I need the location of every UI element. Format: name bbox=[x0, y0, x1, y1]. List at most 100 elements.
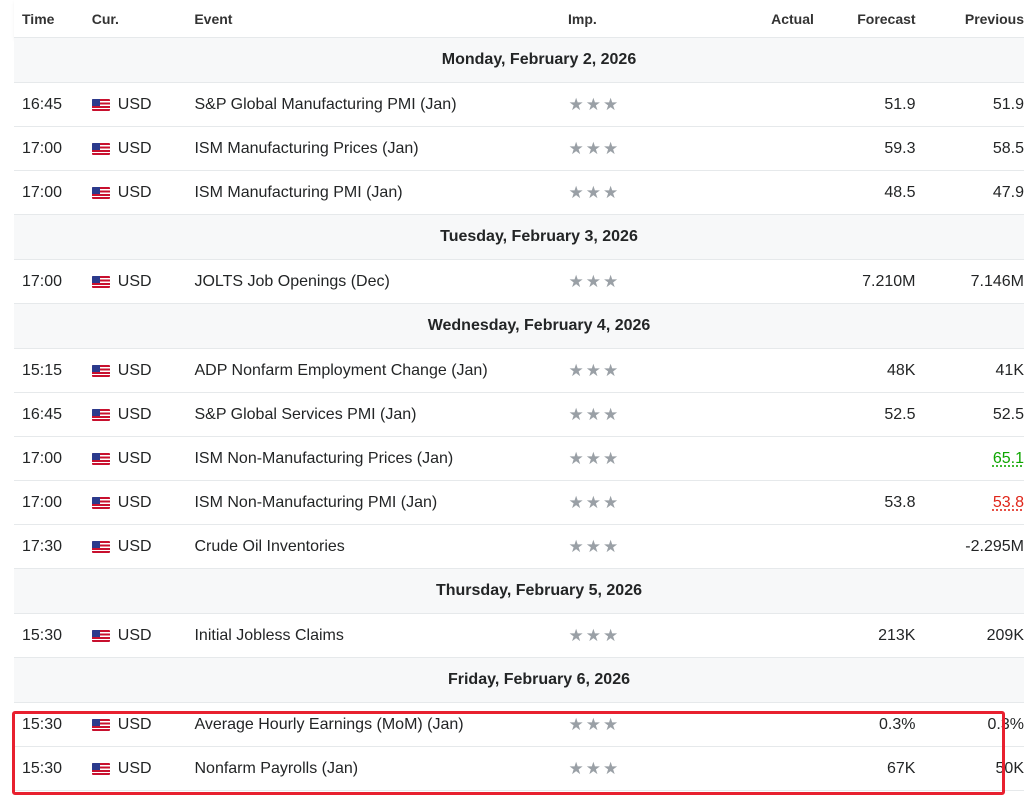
header-actual[interactable]: Actual bbox=[771, 10, 814, 27]
star-icon: ★ bbox=[603, 405, 619, 424]
header-currency[interactable]: Cur. bbox=[91, 10, 119, 27]
importance-stars: ★ ★ ★ bbox=[569, 96, 662, 113]
us-flag-icon bbox=[91, 540, 110, 553]
table-row[interactable]: 17:00 USD ISM Non-Manufacturing PMI (Jan) ★… bbox=[14, 481, 1024, 525]
us-flag-icon bbox=[91, 142, 110, 155]
previous-value[interactable]: 53.8 bbox=[992, 493, 1024, 511]
event-name[interactable]: Initial Jobless Claims bbox=[194, 626, 344, 644]
table-row[interactable]: 15:30 USD Average Hourly Earnings (MoM) (J… bbox=[14, 703, 1024, 747]
star-icon: ★ bbox=[603, 95, 619, 114]
importance-stars: ★ ★ ★ bbox=[569, 760, 662, 777]
event-previous: 209K bbox=[915, 627, 1024, 645]
header-forecast[interactable]: Forecast bbox=[857, 10, 916, 27]
date-row: Friday, February 6, 2026 bbox=[14, 658, 1024, 703]
table-row[interactable]: 17:30 USD Crude Oil Inventories ★ ★ ★ -2.295M bbox=[14, 525, 1024, 569]
star-icon: ★ bbox=[603, 361, 619, 380]
previous-value: 209K bbox=[986, 626, 1024, 644]
event-name[interactable]: ISM Non-Manufacturing PMI (Jan) bbox=[194, 493, 438, 511]
table-row[interactable]: 15:30 USD Initial Jobless Claims ★ ★ ★ 213K 209… bbox=[14, 614, 1024, 658]
event-forecast: 213K bbox=[878, 626, 916, 644]
event-forecast: 59.3 bbox=[884, 139, 916, 157]
event-previous: 50K bbox=[915, 760, 1024, 778]
importance-stars: ★ ★ ★ bbox=[569, 627, 662, 644]
star-icon: ★ bbox=[568, 493, 584, 512]
event-time: 15:15 bbox=[22, 361, 63, 379]
event-previous: 52.5 bbox=[915, 406, 1024, 424]
previous-value: 7.146M bbox=[970, 272, 1024, 290]
us-flag-icon bbox=[91, 186, 110, 199]
importance-stars: ★ ★ ★ bbox=[569, 538, 662, 555]
currency-code: USD bbox=[117, 361, 152, 379]
header-event[interactable]: Event bbox=[194, 10, 233, 27]
importance-stars: ★ ★ ★ bbox=[569, 362, 662, 379]
event-previous: 7.146M bbox=[915, 273, 1024, 291]
event-name[interactable]: S&P Global Services PMI (Jan) bbox=[194, 405, 417, 423]
economic-calendar: Time Cur. Event Imp. Actual Forecast Pre… bbox=[14, 0, 1024, 791]
star-icon: ★ bbox=[603, 759, 619, 778]
header-previous[interactable]: Previous bbox=[964, 10, 1024, 27]
us-flag-icon bbox=[91, 452, 110, 465]
date-row: Monday, February 2, 2026 bbox=[14, 38, 1024, 83]
importance-stars: ★ ★ ★ bbox=[569, 450, 662, 467]
star-icon: ★ bbox=[585, 405, 602, 424]
event-currency: USD bbox=[91, 361, 195, 380]
event-name[interactable]: ADP Nonfarm Employment Change (Jan) bbox=[194, 361, 488, 379]
importance-stars: ★ ★ ★ bbox=[569, 184, 662, 201]
previous-value: -2.295M bbox=[965, 537, 1024, 555]
event-forecast: 51.9 bbox=[884, 95, 916, 113]
event-currency: USD bbox=[91, 538, 195, 556]
currency-code: USD bbox=[117, 449, 152, 467]
event-previous: 47.9 bbox=[915, 184, 1024, 202]
event-currency: USD bbox=[91, 449, 195, 468]
currency-code: USD bbox=[117, 139, 152, 157]
table-row[interactable]: 16:45 USD S&P Global Services PMI (Jan) ★ ★ ★… bbox=[14, 393, 1024, 437]
table-row[interactable]: 17:00 USD ISM Non-Manufacturing Prices (Ja… bbox=[14, 437, 1024, 481]
event-forecast: 53.8 bbox=[884, 493, 916, 511]
star-icon: ★ bbox=[585, 715, 602, 734]
event-name[interactable]: Average Hourly Earnings (MoM) (Jan) bbox=[194, 715, 464, 733]
currency-code: USD bbox=[117, 493, 152, 511]
table-row[interactable]: 15:30 USD Nonfarm Payrolls (Jan) ★ ★ ★ 67K 50K bbox=[14, 747, 1024, 791]
event-name[interactable]: JOLTS Job Openings (Dec) bbox=[194, 272, 390, 290]
event-previous: 41K bbox=[915, 362, 1024, 380]
event-name[interactable]: S&P Global Manufacturing PMI (Jan) bbox=[194, 95, 457, 113]
table-header: Time Cur. Event Imp. Actual Forecast Pre… bbox=[14, 0, 1024, 38]
table-row[interactable]: 17:00 USD JOLTS Job Openings (Dec) ★ ★ ★ 7.210… bbox=[14, 260, 1024, 304]
star-icon: ★ bbox=[603, 715, 619, 734]
table-row[interactable]: 17:00 USD ISM Manufacturing Prices (Jan) ★ ★… bbox=[14, 127, 1024, 171]
event-forecast: 48.5 bbox=[884, 183, 916, 201]
table-row[interactable]: 16:45 USD S&P Global Manufacturing PMI (Ja… bbox=[14, 83, 1024, 127]
date-row: Tuesday, February 3, 2026 bbox=[14, 215, 1024, 260]
event-currency: USD bbox=[91, 760, 195, 778]
star-icon: ★ bbox=[568, 626, 584, 645]
star-icon: ★ bbox=[603, 493, 619, 512]
date-row: Wednesday, February 4, 2026 bbox=[14, 304, 1024, 349]
table-row[interactable]: 17:00 USD ISM Manufacturing PMI (Jan) ★ ★ ★ 48… bbox=[14, 171, 1024, 215]
event-time: 15:30 bbox=[22, 715, 63, 733]
event-name[interactable]: Nonfarm Payrolls (Jan) bbox=[194, 759, 359, 777]
event-name[interactable]: Crude Oil Inventories bbox=[194, 537, 345, 555]
event-name[interactable]: ISM Non-Manufacturing Prices (Jan) bbox=[194, 449, 454, 467]
header-importance[interactable]: Imp. bbox=[568, 10, 597, 27]
currency-code: USD bbox=[117, 405, 152, 423]
star-icon: ★ bbox=[603, 626, 619, 645]
event-currency: USD bbox=[91, 627, 195, 645]
star-icon: ★ bbox=[568, 405, 584, 424]
us-flag-icon bbox=[91, 762, 110, 775]
table-row[interactable]: 15:15 USD ADP Nonfarm Employment Change (J… bbox=[14, 349, 1024, 393]
previous-value: 41K bbox=[995, 361, 1024, 379]
event-name[interactable]: ISM Manufacturing PMI (Jan) bbox=[194, 183, 403, 201]
star-icon: ★ bbox=[585, 626, 602, 645]
star-icon: ★ bbox=[568, 449, 584, 468]
previous-value[interactable]: 65.1 bbox=[992, 449, 1024, 467]
previous-value: 51.9 bbox=[992, 95, 1024, 113]
star-icon: ★ bbox=[585, 361, 602, 380]
header-time[interactable]: Time bbox=[22, 10, 55, 27]
currency-code: USD bbox=[117, 272, 152, 290]
event-time: 17:30 bbox=[22, 537, 63, 555]
event-currency: USD bbox=[91, 493, 195, 512]
us-flag-icon bbox=[91, 98, 110, 111]
us-flag-icon bbox=[91, 364, 110, 377]
star-icon: ★ bbox=[603, 272, 619, 291]
event-name[interactable]: ISM Manufacturing Prices (Jan) bbox=[194, 139, 419, 157]
